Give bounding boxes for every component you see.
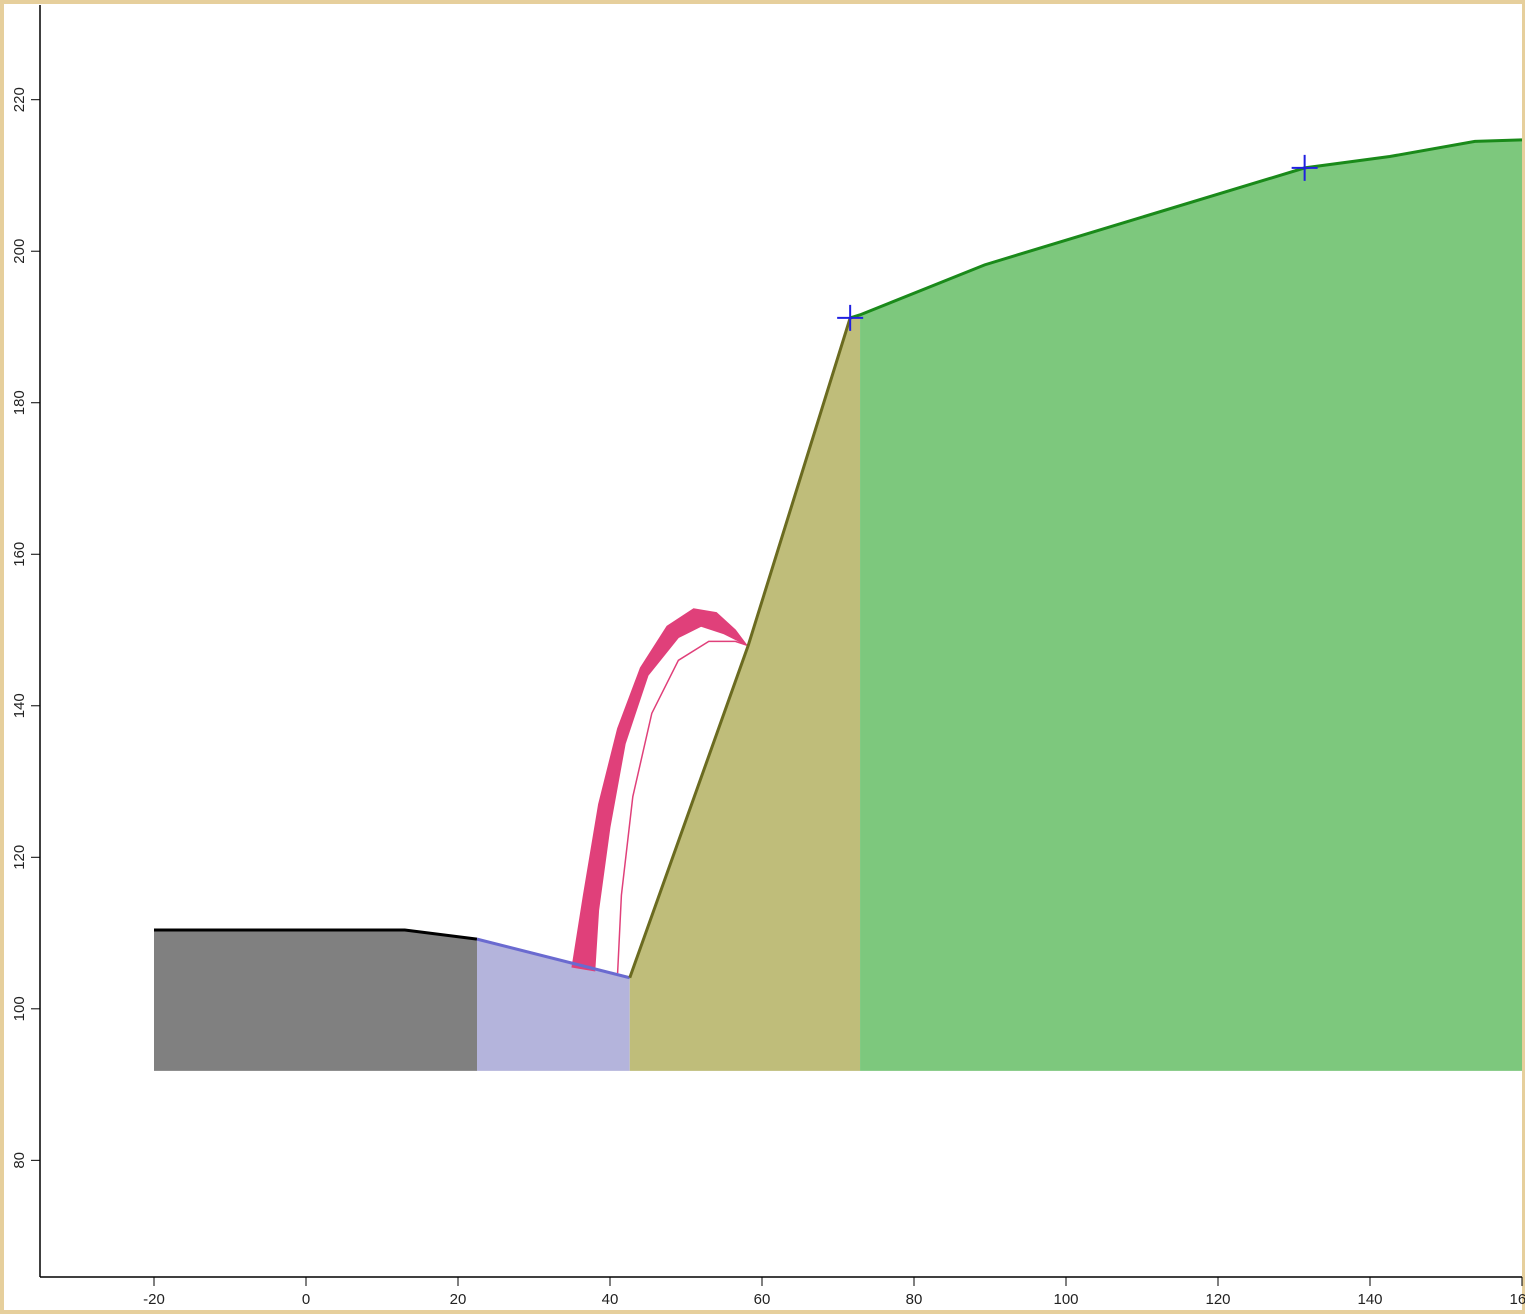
material-region [477,939,630,1071]
x-tick-label: 80 [906,1291,923,1308]
x-tick-label: 60 [754,1291,771,1308]
material-region [860,139,1522,1071]
boundary [476,937,631,980]
x-tick-label: 140 [1357,1291,1382,1308]
limit-marker [837,304,864,331]
y-tick-label: 180 [11,390,28,415]
x-tick-label: 20 [450,1291,467,1308]
y-tick-label: 80 [11,1152,28,1169]
material-region [154,930,477,1071]
y-tick-label: 200 [11,239,28,264]
y-tick-label: 220 [11,87,28,112]
y-tick-label: 100 [11,996,28,1021]
plot-area [154,138,1522,1071]
x-tick-label: 160 [1509,1291,1525,1308]
limit-marker [1291,154,1318,181]
boundary [154,928,478,941]
y-tick-label: 160 [11,542,28,567]
x-tick-label: 0 [302,1291,310,1308]
x-tick-label: 100 [1053,1291,1078,1308]
x-tick-label: -20 [143,1291,165,1308]
y-tick-label: 140 [11,693,28,718]
x-tick-label: 120 [1205,1291,1230,1308]
material-region [629,314,861,1071]
y-tick-label: 120 [11,845,28,870]
x-tick-label: 40 [602,1291,619,1308]
boundary [628,317,852,979]
axes: -20 0 20 40 60 80 100 120 140 160 80 100 120 140 160 18… [11,5,1525,1308]
slip-surface [616,640,748,974]
